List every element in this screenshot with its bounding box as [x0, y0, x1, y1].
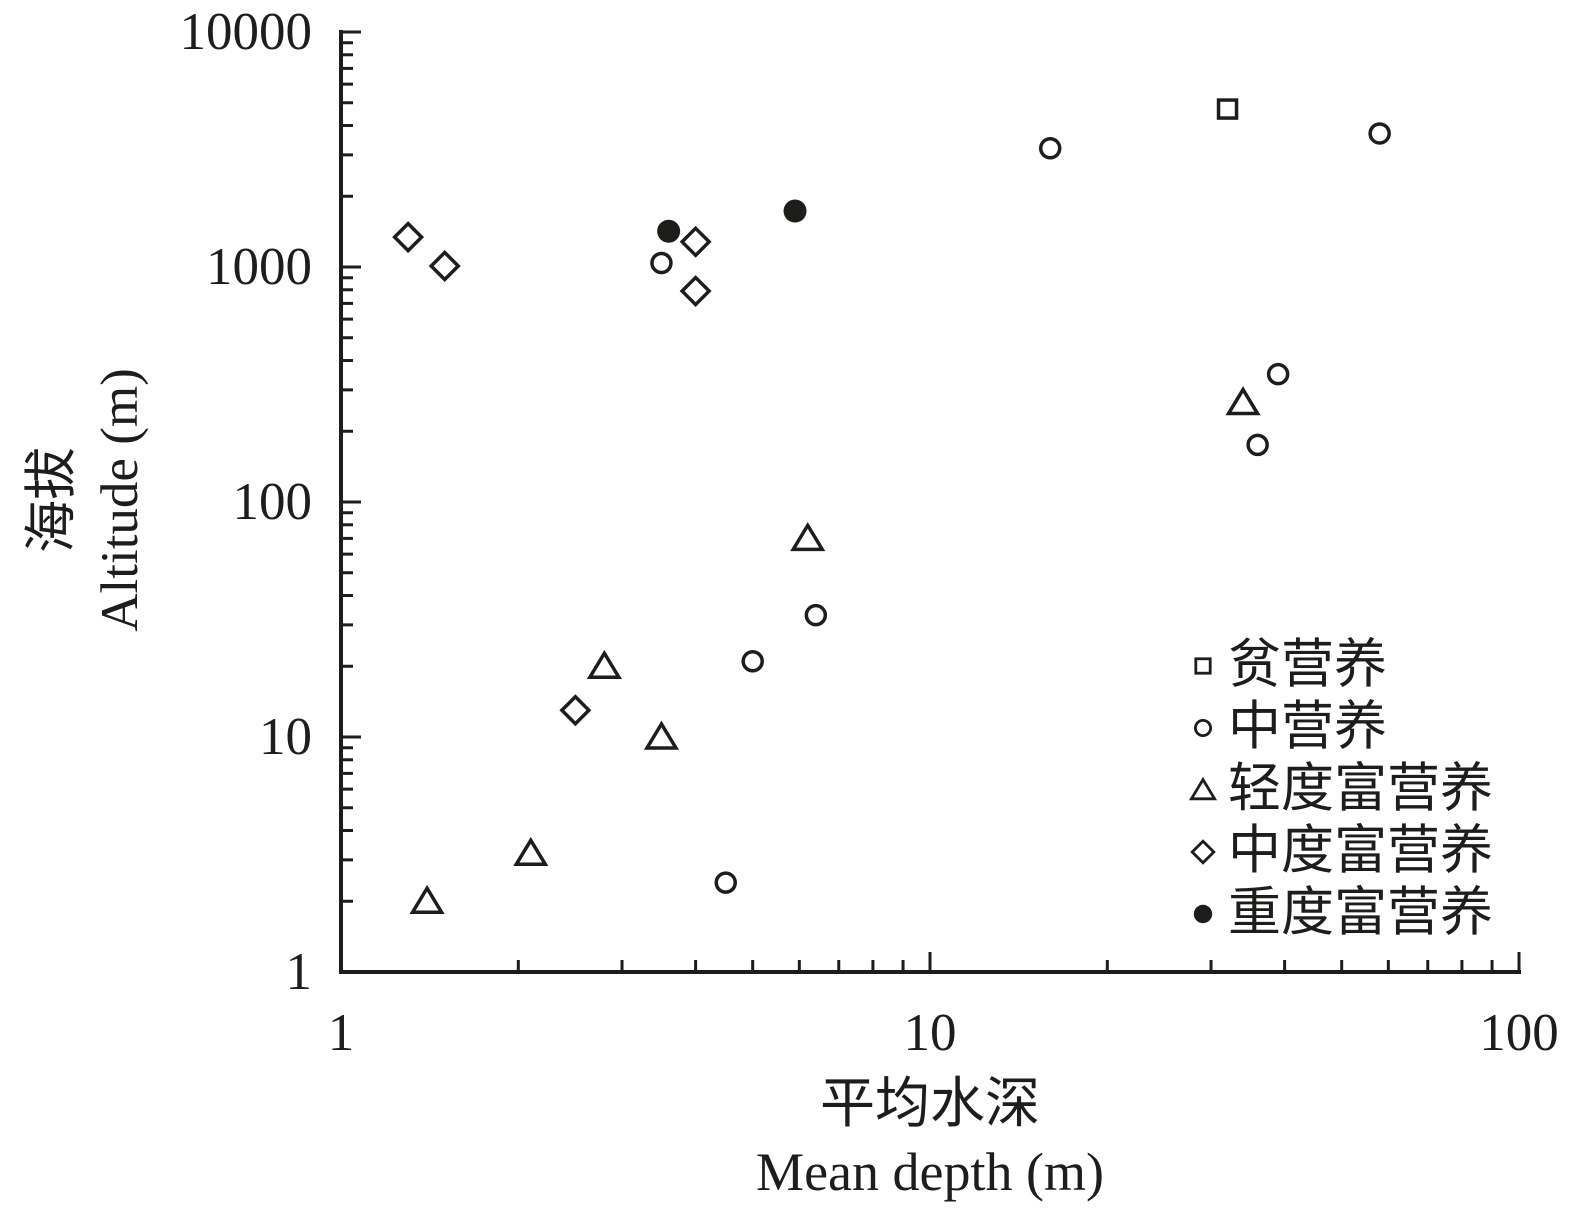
- legend-label: 重度富营养: [1228, 884, 1493, 942]
- y-axis-title-en: Altitude (m): [91, 368, 149, 632]
- open-triangle-marker: [1188, 776, 1218, 801]
- legend: 贫营养 中营养 轻度富营养 中度富营养 重度富营养: [1178, 634, 1493, 944]
- legend-marker-svg: [1188, 776, 1218, 801]
- legend-row-mesotrophic: 中营养: [1178, 696, 1493, 758]
- legend-label: 轻度富营养: [1228, 760, 1493, 818]
- legend-marker-svg: [1190, 839, 1216, 865]
- open-circle-marker: [1266, 362, 1290, 386]
- y-tick-label-1: 1: [285, 943, 313, 1001]
- x-tick-label-100: 100: [1479, 1004, 1559, 1062]
- x-tick-label-1: 1: [327, 1004, 355, 1062]
- open-diamond-icon: [1178, 826, 1228, 876]
- x-axis-title-zh: 平均水深: [819, 1073, 1041, 1134]
- open-circle-marker: [650, 251, 673, 275]
- legend-row-heavy-eutrophic: 重度富营养: [1178, 882, 1493, 944]
- open-diamond-marker: [559, 694, 592, 727]
- open-triangle-marker: [790, 522, 826, 552]
- open-diamond-marker: [428, 250, 461, 282]
- open-diamond-marker: [1190, 839, 1216, 865]
- open-triangle-icon: [1178, 764, 1228, 814]
- legend-marker-svg: [1193, 718, 1212, 737]
- y-tick-label-10000: 10000: [179, 3, 313, 61]
- legend-label: 中营养: [1228, 698, 1387, 756]
- open-circle-marker: [1038, 137, 1062, 160]
- legend-row-oligotrophic: 贫营养: [1178, 634, 1493, 696]
- open-diamond-marker: [392, 221, 425, 254]
- filled-circle-icon: [1178, 888, 1228, 938]
- filled-circle-marker: [783, 199, 807, 223]
- open-triangle-marker: [513, 836, 549, 867]
- open-diamond-marker: [679, 225, 712, 258]
- open-triangle-marker: [586, 649, 622, 680]
- open-circle-marker: [1246, 433, 1269, 457]
- open-circle-marker: [714, 871, 737, 894]
- x-axis-title-en: Mean depth (m): [756, 1142, 1104, 1202]
- y-tick-label-10: 10: [259, 708, 312, 766]
- legend-row-light-eutrophic: 轻度富营养: [1178, 758, 1493, 820]
- legend-label: 中度富营养: [1228, 822, 1493, 880]
- filled-circle-marker: [657, 219, 681, 243]
- legend-marker-svg: [1193, 904, 1213, 924]
- open-circle-marker: [1368, 122, 1391, 145]
- legend-row-moderate-eutrophic: 中度富营养: [1178, 820, 1493, 882]
- open-triangle-marker: [643, 720, 680, 750]
- open-square-icon: [1178, 640, 1228, 690]
- open-circle-marker: [804, 603, 828, 627]
- open-triangle-marker: [1225, 386, 1261, 416]
- y-axis-title-zh: 海拔: [23, 447, 81, 554]
- open-square-marker: [1216, 98, 1239, 120]
- y-tick-label-100: 100: [232, 473, 313, 531]
- legend-marker-svg: [1194, 657, 1212, 675]
- open-square-marker: [1194, 657, 1212, 675]
- open-circle-icon: [1178, 702, 1228, 752]
- open-circle-marker: [1193, 718, 1212, 737]
- open-circle-marker: [741, 650, 764, 673]
- y-tick-label-1000: 1000: [206, 238, 312, 296]
- legend-label: 贫营养: [1228, 636, 1387, 694]
- open-diamond-marker: [679, 275, 712, 308]
- open-triangle-marker: [409, 884, 445, 915]
- filled-circle-marker: [1193, 904, 1213, 924]
- x-tick-label-10: 10: [903, 1004, 957, 1062]
